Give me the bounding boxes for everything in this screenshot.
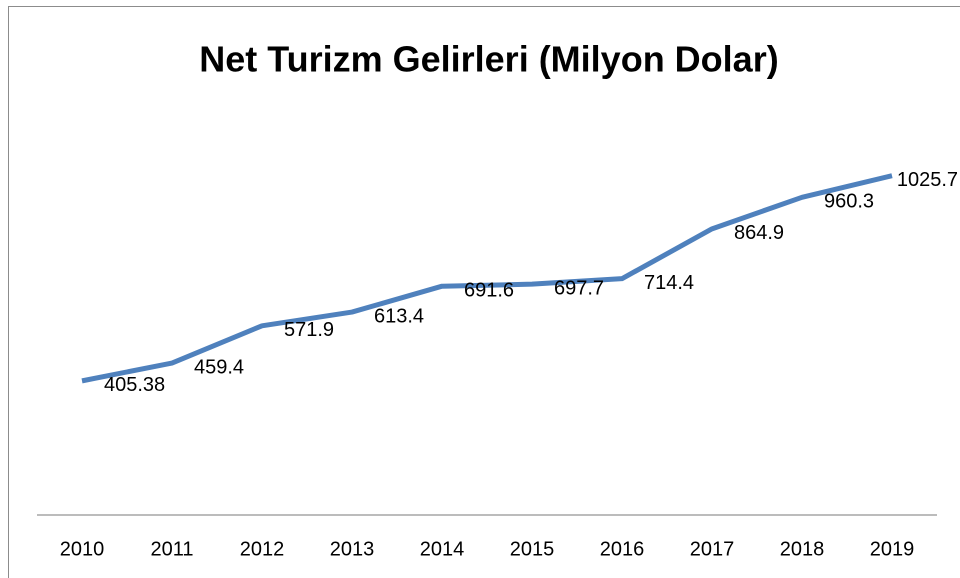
x-tick-label: 2010 (60, 538, 105, 560)
x-tick-label: 2014 (420, 538, 465, 560)
data-label: 691.6 (464, 279, 514, 301)
data-label: 405.38 (104, 374, 165, 396)
x-tick-label: 2016 (600, 538, 645, 560)
data-label: 864.9 (734, 222, 784, 244)
x-tick-label: 2015 (510, 538, 555, 560)
x-tick-label: 2012 (240, 538, 285, 560)
chart-title: Net Turizm Gelirleri (Milyon Dolar) (199, 39, 778, 80)
data-label: 1025.7 (897, 169, 958, 191)
data-label: 459.4 (194, 356, 244, 378)
x-tick-label: 2013 (330, 538, 375, 560)
x-tick-label: 2019 (870, 538, 915, 560)
data-label: 613.4 (374, 305, 424, 327)
x-tick-label: 2011 (150, 538, 193, 560)
data-label: 960.3 (824, 191, 874, 213)
chart-border (8, 6, 960, 578)
x-tick-label: 2018 (780, 538, 825, 560)
data-label: 571.9 (284, 319, 334, 341)
x-tick-label: 2017 (690, 538, 735, 560)
data-label: 697.7 (554, 277, 604, 299)
data-line (81, 173, 893, 384)
data-label: 714.4 (644, 272, 694, 294)
